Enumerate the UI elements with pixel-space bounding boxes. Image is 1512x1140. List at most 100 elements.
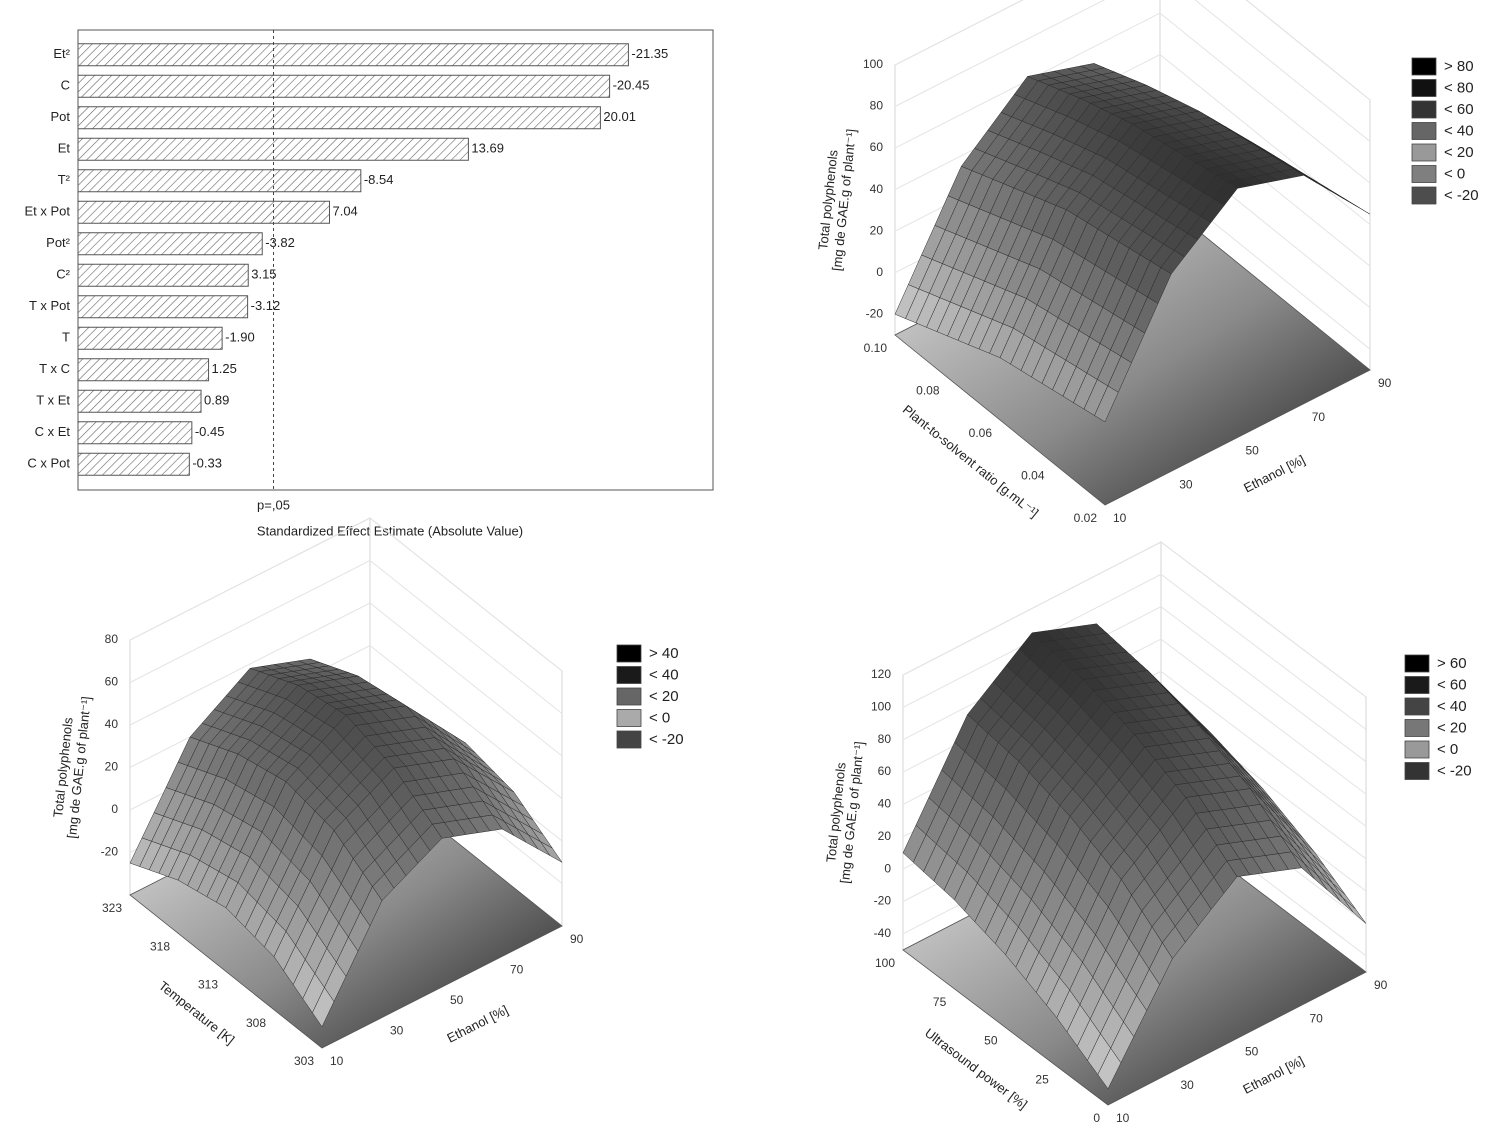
grid-line (129, 517, 563, 672)
y-axis-label: Temperature [K] (156, 978, 238, 1047)
legend-swatch (1404, 697, 1430, 716)
bar (77, 295, 249, 319)
x-axis-label: Standardized Effect Estimate (Absolute V… (257, 523, 523, 538)
value-label: 13.69 (471, 141, 504, 156)
grid-line (902, 573, 1367, 730)
grid-line (894, 0, 1371, 101)
y-tick-label: 323 (102, 901, 122, 915)
legend-label: < 60 (1444, 101, 1474, 118)
y-tick-label: 318 (150, 939, 170, 953)
bar (77, 169, 362, 193)
z-tick-label: 80 (878, 732, 892, 746)
category-label: C x Pot (27, 456, 70, 471)
category-label: T x Et (36, 393, 70, 408)
legend-swatch (616, 687, 642, 706)
legend-swatch (1411, 186, 1437, 205)
category-label: Pot (50, 109, 70, 124)
y-tick-label: 0.02 (1074, 511, 1098, 525)
legend-swatch (616, 709, 642, 727)
value-label: -0.33 (192, 456, 222, 471)
surface-patch (312, 987, 335, 1028)
z-tick-label: 80 (105, 632, 119, 646)
bar (77, 43, 629, 67)
legend-swatch (1411, 143, 1437, 162)
legend-swatch (1411, 122, 1437, 140)
z-tick-label: 60 (878, 764, 892, 778)
z-tick-label: 80 (870, 99, 884, 113)
value-label: 0.89 (204, 393, 229, 408)
y-tick-label: 308 (246, 1016, 266, 1030)
bar (77, 200, 330, 224)
z-tick-label: 120 (871, 667, 891, 681)
z-tick-label: -20 (874, 894, 892, 908)
bar (77, 389, 202, 413)
category-label: T² (58, 172, 71, 187)
category-label: T x Pot (29, 298, 70, 313)
legend-swatch (1411, 165, 1437, 183)
legend-swatch (1404, 719, 1430, 737)
y-tick-label: 75 (933, 995, 947, 1009)
legend-label: < 0 (649, 709, 670, 726)
bar (77, 452, 190, 476)
plot-frame (77, 29, 714, 491)
value-label: -20.45 (613, 78, 650, 93)
value-label: -21.35 (631, 46, 668, 61)
x-axis-label: Ethanol [%] (1240, 1053, 1306, 1097)
grid-line (894, 12, 1371, 184)
z-tick-label: -20 (101, 845, 119, 859)
legend-swatch (1404, 654, 1430, 673)
category-label: Et² (53, 46, 70, 61)
value-label: -1.90 (225, 330, 255, 345)
y-tick-label: 100 (875, 956, 895, 970)
legend-label: < 0 (1444, 165, 1465, 182)
z-tick-label: 40 (105, 717, 119, 731)
legend-label: < 60 (1437, 676, 1467, 693)
z-tick-label: 20 (878, 829, 892, 843)
grid-line (894, 0, 1371, 142)
legend-label: > 80 (1444, 58, 1474, 75)
bar (77, 263, 249, 287)
x-tick-label: 10 (330, 1054, 344, 1068)
z-tick-label: 40 (870, 182, 884, 196)
y-tick-label: 50 (984, 1034, 998, 1048)
legend-swatch (616, 644, 642, 663)
y-tick-label: 25 (1035, 1072, 1049, 1086)
legend-swatch (1404, 762, 1430, 780)
z-tick-label: 20 (870, 223, 884, 237)
x-tick-label: 90 (570, 932, 584, 946)
y-tick-label: 303 (294, 1054, 314, 1068)
z-tick-label: 40 (878, 797, 892, 811)
z-tick-label: 20 (105, 760, 119, 774)
y-tick-label: 0.08 (916, 384, 940, 398)
y-tick-label: 0.10 (864, 341, 888, 355)
z-tick-label: 100 (863, 57, 883, 71)
value-label: -0.45 (195, 424, 225, 439)
x-tick-label: 70 (1312, 410, 1326, 424)
x-tick-label: 10 (1116, 1111, 1130, 1125)
category-label: T (62, 330, 70, 345)
category-label: T x C (39, 361, 70, 376)
surface-patch (1094, 385, 1119, 423)
grid-line (129, 602, 563, 757)
legend-label: < 20 (649, 688, 679, 705)
z-tick-label: 0 (111, 802, 118, 816)
x-tick-label: 70 (1310, 1011, 1324, 1025)
x-axis-label: Ethanol [%] (444, 1002, 510, 1045)
x-tick-label: 50 (1246, 444, 1260, 458)
bar (77, 74, 611, 98)
x-axis-label: Ethanol [%] (1241, 452, 1307, 496)
z-tick-label: 100 (871, 700, 891, 714)
legend-label: > 40 (649, 645, 679, 662)
category-label: C² (56, 267, 70, 282)
x-tick-label: 30 (1181, 1078, 1195, 1092)
value-label: 3.15 (251, 267, 276, 282)
bar (77, 106, 601, 130)
legend-label: < -20 (1444, 187, 1479, 204)
z-tick-label: -40 (874, 926, 892, 940)
value-label: -3.12 (251, 298, 281, 313)
bar (77, 358, 210, 382)
y-tick-label: 0.06 (969, 426, 993, 440)
x-tick-label: 50 (450, 993, 464, 1007)
